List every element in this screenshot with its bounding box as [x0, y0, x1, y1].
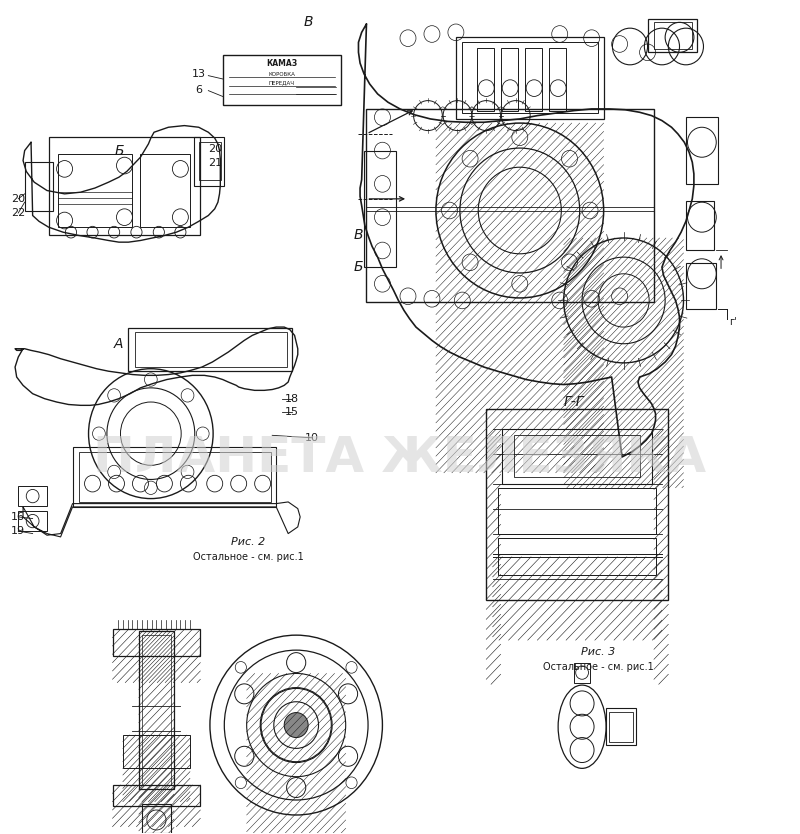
Text: 6: 6	[195, 85, 202, 95]
Text: ПЛАНЕТА ЖЕЛЕЗЯКА: ПЛАНЕТА ЖЕЛЕЗЯКА	[94, 435, 706, 483]
Bar	[25, 163, 53, 210]
Text: 10: 10	[305, 433, 319, 443]
Text: Рис. 2: Рис. 2	[231, 537, 266, 547]
Bar	[222, 55, 341, 105]
Text: Б: Б	[354, 260, 363, 274]
Text: 22: 22	[11, 208, 26, 218]
Bar	[477, 48, 494, 111]
Bar	[686, 200, 714, 250]
Bar	[514, 435, 640, 477]
Bar	[113, 785, 200, 806]
Bar	[654, 23, 692, 49]
Bar	[364, 151, 396, 267]
Text: 19: 19	[11, 526, 26, 536]
Circle shape	[284, 712, 308, 737]
Bar	[686, 118, 718, 183]
Text: КОРОБКА: КОРОБКА	[268, 73, 295, 78]
Bar	[58, 154, 132, 227]
Text: 20: 20	[208, 144, 222, 154]
Bar	[18, 486, 47, 506]
Bar	[49, 138, 200, 235]
Bar	[574, 663, 590, 683]
Bar	[686, 263, 716, 309]
Bar	[135, 332, 286, 367]
Text: Остальное - см. рис.1: Остальное - см. рис.1	[542, 662, 654, 671]
Text: 13: 13	[192, 69, 206, 79]
Bar	[498, 488, 656, 534]
Text: 20: 20	[11, 193, 26, 203]
Bar	[525, 48, 542, 111]
Text: 18: 18	[285, 394, 299, 404]
Text: КАМАЗ: КАМАЗ	[266, 59, 298, 68]
Bar	[647, 19, 697, 53]
Bar	[141, 154, 190, 227]
Bar	[73, 447, 276, 507]
Bar	[129, 328, 292, 371]
Text: Рис. 3: Рис. 3	[581, 647, 615, 657]
Text: 21: 21	[208, 158, 222, 168]
Text: г': г'	[729, 318, 737, 328]
Text: В: В	[354, 229, 363, 243]
Bar	[113, 630, 200, 656]
Bar	[142, 804, 170, 833]
Text: Г-Г: Г-Г	[564, 395, 584, 409]
Bar	[198, 143, 221, 179]
Bar	[123, 735, 190, 768]
Bar	[501, 48, 518, 111]
Text: В: В	[303, 14, 313, 28]
Bar	[456, 38, 604, 119]
Bar	[79, 452, 270, 502]
Bar	[606, 708, 636, 745]
Bar	[486, 409, 668, 600]
Bar	[549, 48, 566, 111]
Bar	[18, 511, 47, 531]
Bar	[498, 538, 656, 575]
Bar	[139, 631, 174, 789]
Bar	[502, 430, 652, 484]
Bar	[142, 636, 170, 785]
Text: 16: 16	[11, 512, 26, 522]
Text: ПЕРЕДАЧ: ПЕРЕДАЧ	[269, 80, 295, 85]
Circle shape	[261, 688, 331, 761]
Text: Остальное - см. рис.1: Остальное - см. рис.1	[193, 552, 304, 562]
Bar	[194, 138, 224, 185]
Text: 15: 15	[285, 407, 299, 417]
Bar	[462, 43, 598, 113]
Bar	[610, 711, 633, 741]
Bar	[366, 109, 654, 302]
Text: А: А	[114, 337, 124, 351]
Circle shape	[284, 712, 308, 737]
Text: Б: Б	[114, 143, 124, 158]
